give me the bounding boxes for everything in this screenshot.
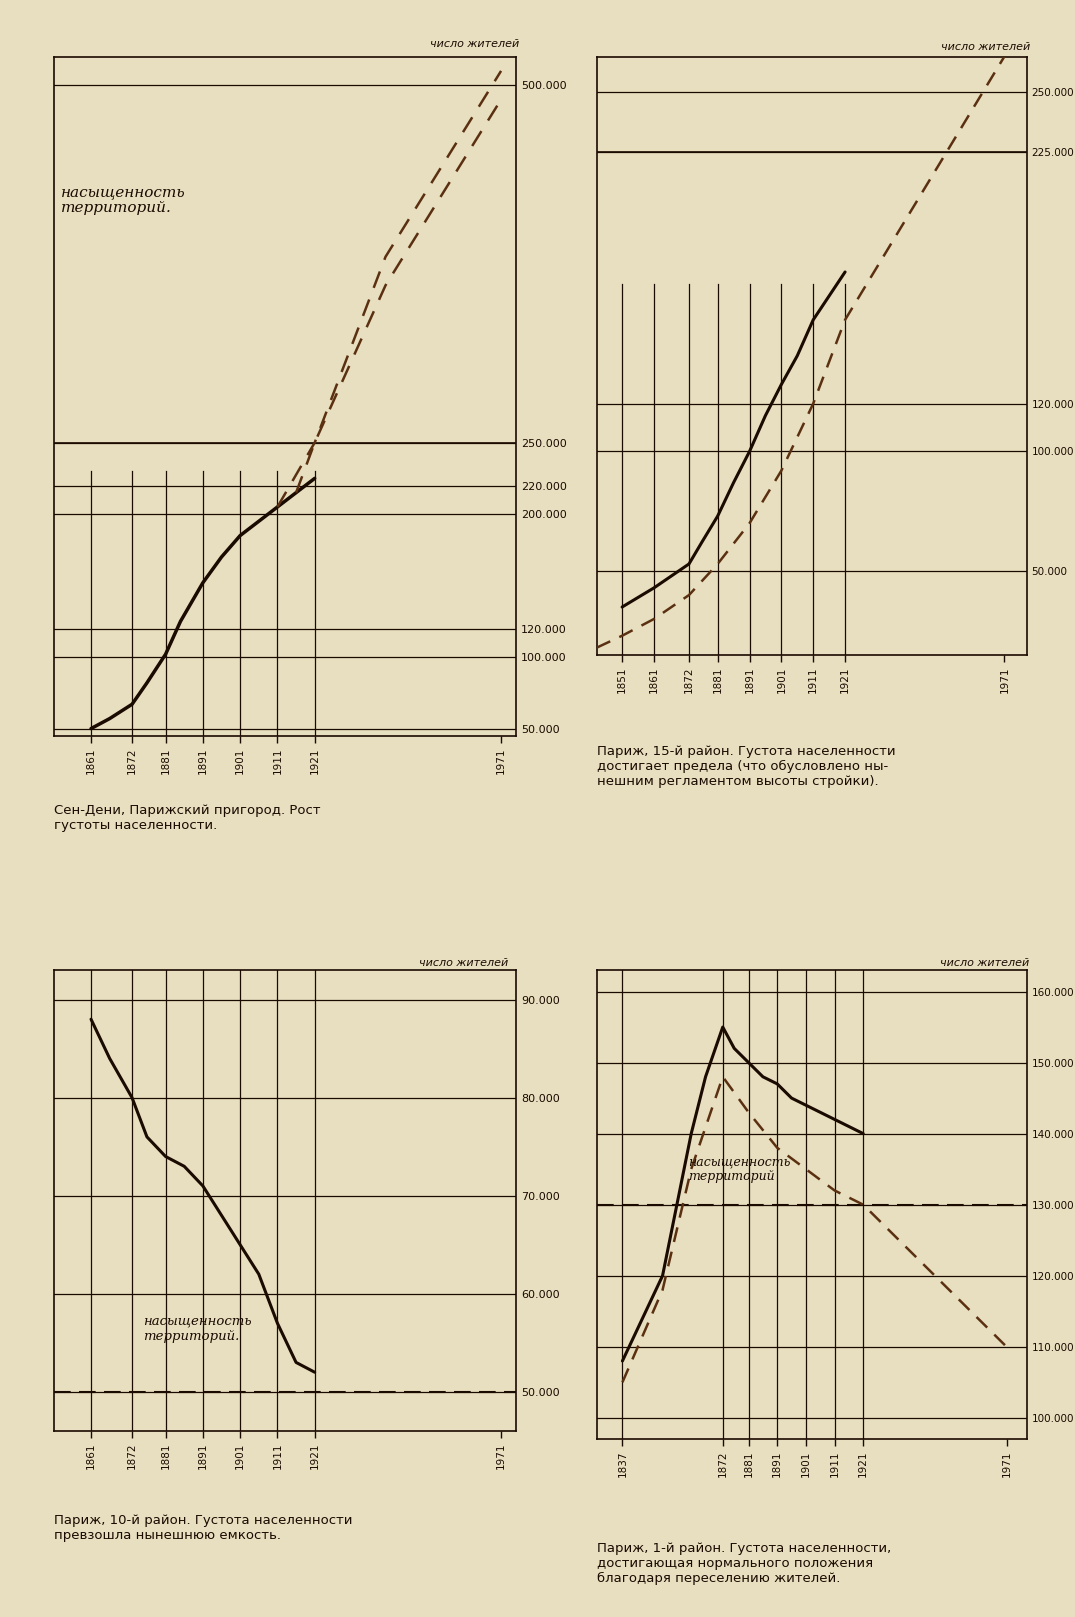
Text: число жителей: число жителей bbox=[941, 957, 1030, 969]
Text: насыщенность
территорий.: насыщенность территорий. bbox=[143, 1315, 252, 1342]
Text: Париж, 1-й район. Густота населенности,
достигающая нормального положения
благод: Париж, 1-й район. Густота населенности, … bbox=[597, 1543, 891, 1585]
Text: Париж, 15-й район. Густота населенности
достигает предела (что обусловлено ны-
н: Париж, 15-й район. Густота населенности … bbox=[597, 744, 895, 787]
Text: число жителей: число жителей bbox=[430, 39, 519, 50]
Text: Сен-Дени, Парижский пригород. Рост
густоты населенности.: Сен-Дени, Парижский пригород. Рост густо… bbox=[54, 804, 320, 831]
Text: число жителей: число жителей bbox=[941, 42, 1030, 52]
Text: число жителей: число жителей bbox=[419, 959, 508, 969]
Text: насыщенность
территорий.: насыщенность территорий. bbox=[61, 186, 186, 215]
Text: насыщенность
территорий: насыщенность территорий bbox=[688, 1156, 791, 1184]
Text: Париж, 10-й район. Густота населенности
превзошла нынешнюю емкость.: Париж, 10-й район. Густота населенности … bbox=[54, 1514, 353, 1543]
